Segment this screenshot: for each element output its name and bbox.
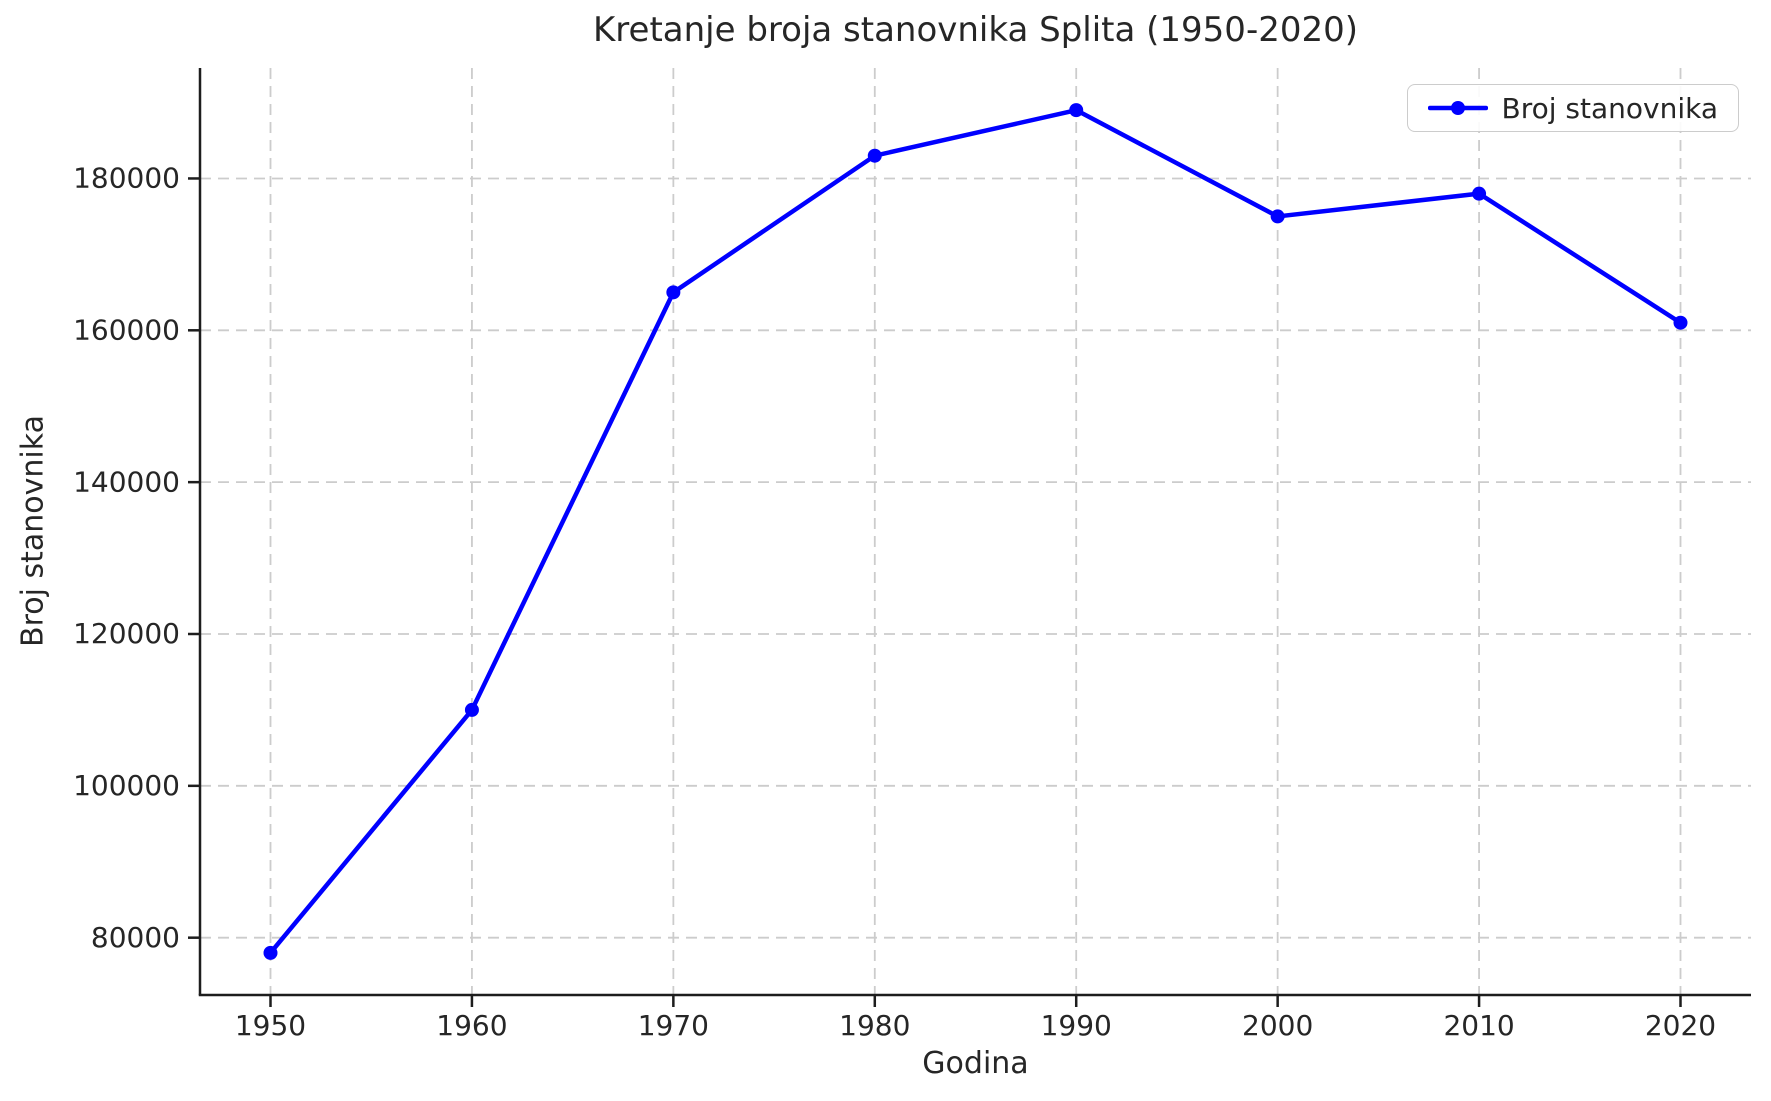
data-point-marker bbox=[1673, 315, 1688, 330]
y-tick-label: 100000 bbox=[73, 769, 180, 802]
data-point-marker bbox=[666, 285, 681, 300]
y-tick-label: 160000 bbox=[73, 314, 180, 347]
data-point-marker bbox=[263, 945, 278, 960]
legend: Broj stanovnika bbox=[1406, 84, 1739, 132]
x-tick-label: 1970 bbox=[638, 1009, 709, 1042]
data-point-marker bbox=[1270, 209, 1285, 224]
x-tick-label: 1960 bbox=[436, 1009, 507, 1042]
x-axis-label: Godina bbox=[922, 1046, 1029, 1081]
x-tick-label: 1990 bbox=[1041, 1009, 1112, 1042]
legend-label: Broj stanovnika bbox=[1501, 91, 1719, 125]
data-point-marker bbox=[1069, 103, 1084, 118]
x-tick-label: 2020 bbox=[1645, 1009, 1716, 1042]
y-tick-label: 120000 bbox=[73, 617, 180, 650]
y-tick-label: 140000 bbox=[73, 465, 180, 498]
data-point-marker bbox=[464, 702, 479, 717]
y-tick-label: 180000 bbox=[73, 162, 180, 195]
x-tick-label: 1950 bbox=[235, 1009, 306, 1042]
chart-title: Kretanje broja stanovnika Splita (1950-2… bbox=[593, 10, 1358, 50]
y-tick-label: 80000 bbox=[91, 921, 180, 954]
x-tick-label: 2010 bbox=[1443, 1009, 1514, 1042]
data-point-marker bbox=[1472, 186, 1487, 201]
x-tick-label: 1980 bbox=[839, 1009, 910, 1042]
data-point-marker bbox=[867, 148, 882, 163]
legend-line-marker-icon bbox=[1427, 101, 1488, 115]
y-axis-label: Broj stanovnika bbox=[15, 415, 51, 647]
data-line bbox=[268, 107, 1683, 956]
x-tick-label: 2000 bbox=[1242, 1009, 1313, 1042]
